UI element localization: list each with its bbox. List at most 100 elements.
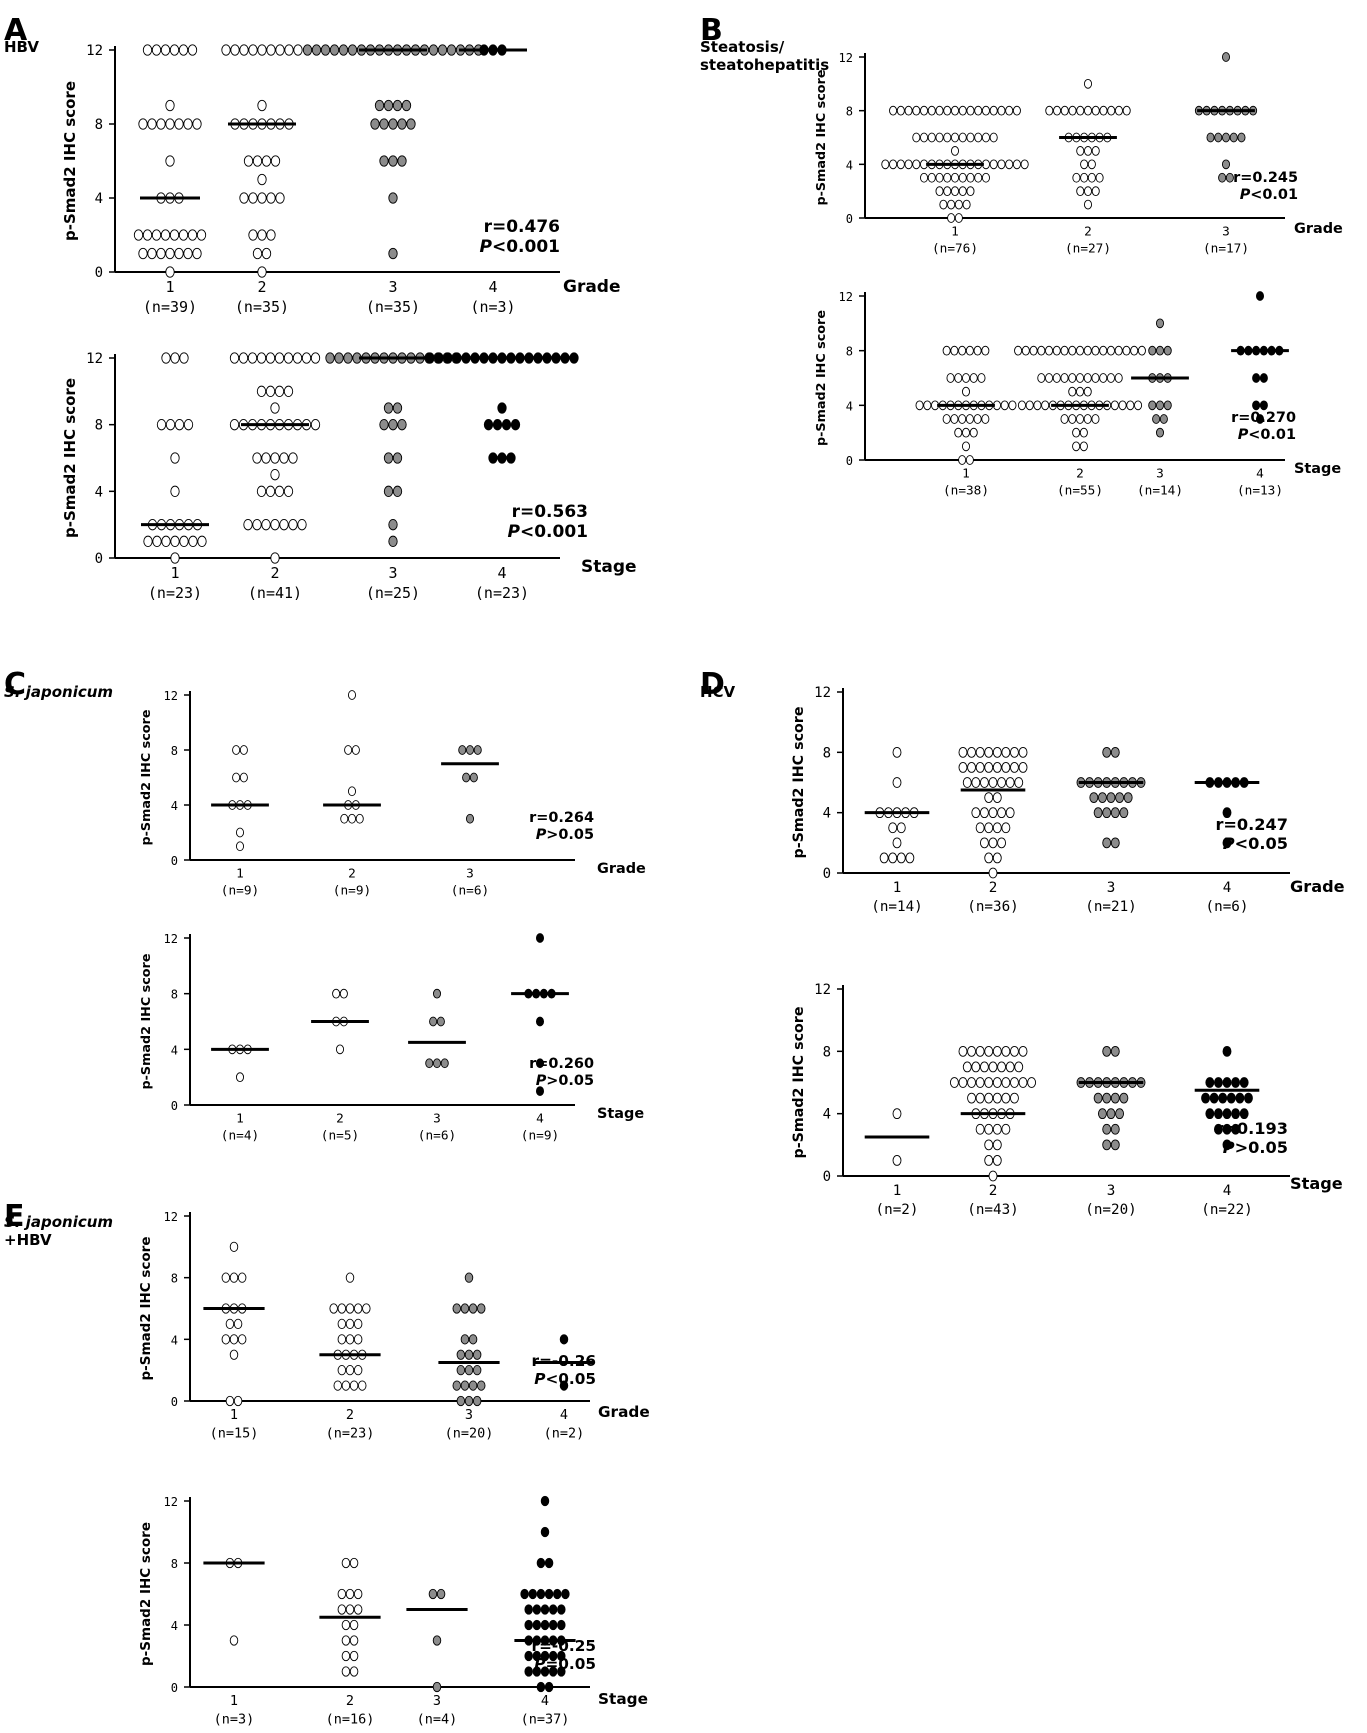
data-point [347, 813, 357, 824]
data-point [1102, 807, 1112, 819]
data-point [1005, 159, 1014, 170]
data-point [966, 172, 975, 183]
data-point [283, 385, 294, 397]
data-point [1068, 105, 1077, 116]
data-point [468, 1334, 478, 1345]
data-point [1106, 345, 1115, 356]
data-point [261, 247, 272, 260]
data-point [992, 1077, 1002, 1088]
data-point [345, 1318, 355, 1330]
data-point [1106, 1108, 1116, 1120]
data-point [561, 1588, 570, 1600]
data-point [1155, 400, 1165, 411]
data-point [965, 414, 974, 424]
x-n-label: (n=3) [470, 298, 515, 316]
data-point [465, 813, 475, 824]
data-point [975, 746, 985, 758]
data-point [341, 1666, 351, 1677]
data-point [197, 535, 207, 547]
y-tick-label: 12 [814, 685, 831, 701]
data-point [958, 455, 967, 465]
data-point [559, 1334, 569, 1345]
data-point [962, 777, 972, 788]
data-point [345, 1334, 355, 1345]
data-point [1110, 746, 1120, 758]
data-point [488, 452, 498, 464]
data-point [283, 352, 294, 364]
data-point [1083, 186, 1093, 197]
data-point [432, 1635, 442, 1646]
data-point [497, 452, 507, 464]
data-point [536, 1557, 546, 1569]
data-point [1130, 345, 1139, 356]
data-point [292, 352, 303, 364]
data-point [266, 44, 276, 56]
data-point [975, 762, 985, 773]
data-point [192, 247, 202, 260]
chart-C-stage: 0 4 8 12 p-Smad2 IHC score 1 (n=4) 2 (n=5) 3 (n=6)… [139, 932, 644, 1144]
data-point [1229, 132, 1238, 143]
data-point [997, 1061, 1007, 1073]
data-point [1060, 105, 1069, 116]
y-tick-label: 12 [164, 689, 178, 703]
x-n-label: (n=17) [1203, 242, 1249, 257]
data-point [1148, 345, 1157, 356]
data-point [559, 1380, 569, 1391]
data-point [337, 1604, 347, 1615]
data-point [1075, 414, 1085, 424]
data-point [1079, 427, 1088, 438]
data-point [935, 132, 944, 143]
data-point [524, 1604, 533, 1615]
data-point [1137, 345, 1146, 356]
data-point [265, 385, 276, 397]
data-point [958, 746, 968, 758]
x-axis-title: Stage [1290, 1174, 1343, 1193]
data-point [179, 352, 189, 364]
data-point [984, 1045, 994, 1057]
data-point [920, 105, 929, 116]
data-point [434, 352, 444, 364]
data-point [896, 159, 905, 170]
data-point [343, 352, 353, 364]
data-point [1163, 400, 1172, 411]
data-point [961, 427, 971, 438]
data-point [1209, 1092, 1219, 1104]
data-point [283, 485, 294, 497]
x-category-label: 3 [465, 1407, 473, 1423]
data-point [962, 199, 971, 210]
data-point [992, 792, 1002, 803]
data-point [1102, 1045, 1112, 1057]
data-point [979, 1061, 989, 1073]
data-point [961, 373, 971, 383]
stat-r: r=0.247 [1215, 815, 1288, 834]
data-point [992, 1139, 1002, 1151]
x-category-label: 1 [893, 880, 902, 896]
x-n-label: (n=9) [221, 884, 259, 899]
data-point [947, 213, 956, 223]
x-n-label: (n=14) [1137, 484, 1183, 499]
data-point [969, 373, 978, 383]
data-point [183, 419, 194, 431]
data-point [345, 1272, 355, 1283]
data-point [984, 746, 994, 758]
data-point [353, 1303, 363, 1314]
data-point [1222, 1045, 1232, 1057]
data-point [1012, 105, 1021, 116]
x-category-label: 1 [230, 1407, 238, 1423]
data-point [1010, 762, 1019, 773]
data-point [341, 1380, 351, 1391]
data-point [456, 1349, 466, 1360]
data-point [1201, 1092, 1210, 1104]
data-point [1213, 1123, 1223, 1135]
data-point [183, 247, 193, 260]
data-point [1102, 1123, 1112, 1135]
data-point [165, 99, 175, 112]
data-point [992, 746, 1002, 758]
data-point [974, 132, 983, 143]
x-category-label: 4 [488, 278, 497, 296]
data-point [1001, 762, 1011, 773]
x-n-label: (n=6) [418, 1129, 456, 1144]
stat-p: P<0.01 [1240, 187, 1298, 203]
data-point [1083, 373, 1092, 383]
